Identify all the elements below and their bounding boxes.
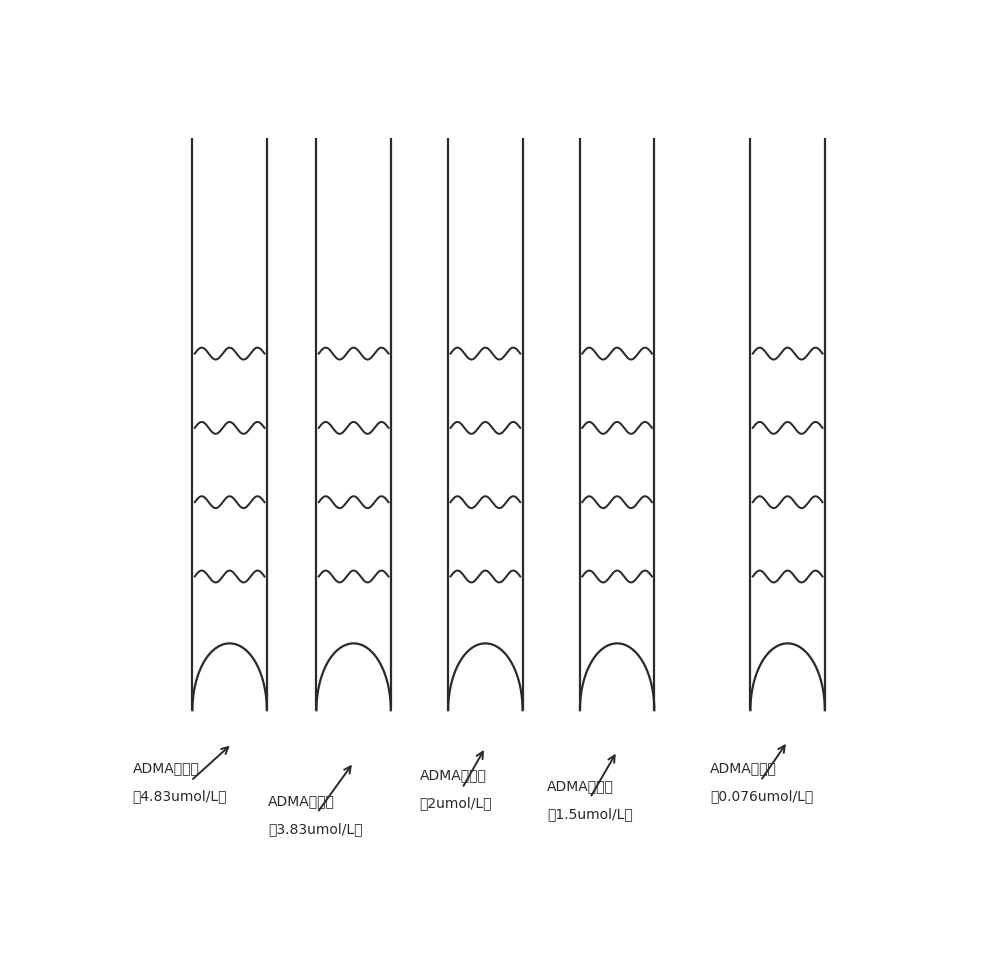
Text: （1.5umol/L）: （1.5umol/L）: [547, 808, 633, 822]
Text: ADMA＋甲醇: ADMA＋甲醇: [710, 760, 777, 775]
Text: ADMA＋甲醇: ADMA＋甲醇: [268, 794, 335, 809]
Text: （0.076umol/L）: （0.076umol/L）: [710, 789, 813, 803]
Text: ADMA＋甲醇: ADMA＋甲醇: [547, 780, 614, 793]
Text: （3.83umol/L）: （3.83umol/L）: [268, 822, 363, 837]
Text: （4.83umol/L）: （4.83umol/L）: [133, 789, 227, 803]
Text: ADMA＋甲醇: ADMA＋甲醇: [133, 760, 200, 775]
Text: ADMA＋甲醇: ADMA＋甲醇: [420, 768, 486, 783]
Text: （2umol/L）: （2umol/L）: [420, 796, 492, 811]
